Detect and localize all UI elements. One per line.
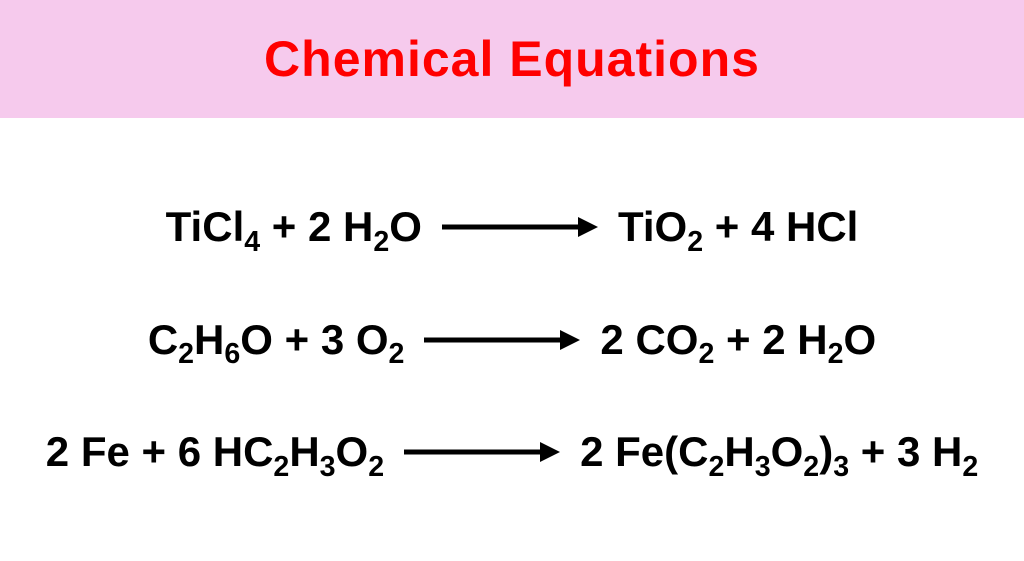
element: Cl (202, 203, 244, 251)
coefficient: 4 (751, 203, 786, 251)
equation-row: C2H6O + 3 O22 CO2 + 2 H2O (0, 316, 1024, 364)
element: H (289, 428, 319, 476)
equation-rhs: 2 Fe(C2H3O2)3 + 3 H2 (580, 428, 978, 476)
reaction-arrow-icon (422, 326, 582, 354)
compound: TiO2 (618, 203, 703, 251)
equation-lhs: TiCl4 + 2 H2O (166, 203, 422, 251)
compound: 2 Fe(C2H3O2)3 (580, 428, 849, 476)
compound: 2 H2O (308, 203, 422, 251)
element: O (356, 316, 389, 364)
element: H (932, 428, 962, 476)
plus-sign: + (849, 428, 897, 475)
element: O (771, 428, 804, 476)
element: ) (819, 428, 833, 476)
element: H (343, 203, 373, 251)
equations-area: TiCl4 + 2 H2OTiO2 + 4 HClC2H6O + 3 O22 C… (0, 118, 1024, 561)
subscript: 2 (828, 338, 844, 371)
compound: 3 H2 (897, 428, 978, 476)
subscript: 4 (244, 226, 260, 259)
plus-sign: + (703, 203, 751, 250)
element: O (655, 203, 688, 251)
reaction-arrow-icon (440, 213, 600, 241)
compound: 4 HCl (751, 203, 858, 251)
element: C (243, 428, 273, 476)
element: H (724, 428, 754, 476)
element: H (213, 428, 243, 476)
element: O (240, 316, 273, 364)
equation-row: TiCl4 + 2 H2OTiO2 + 4 HCl (0, 203, 1024, 251)
subscript: 2 (389, 338, 405, 371)
compound: 6 HC2H3O2 (178, 428, 384, 476)
element: H (797, 316, 827, 364)
subscript: 2 (687, 226, 703, 259)
element: H (194, 316, 224, 364)
element: O (844, 316, 877, 364)
coefficient: 2 (308, 203, 343, 251)
coefficient: 3 (321, 316, 356, 364)
subscript: 2 (698, 338, 714, 371)
subscript: 2 (373, 226, 389, 259)
plus-sign: + (130, 428, 178, 475)
subscript: 3 (833, 451, 849, 484)
plus-sign: + (273, 316, 321, 363)
coefficient: 2 (600, 316, 635, 364)
equation-row: 2 Fe + 6 HC2H3O22 Fe(C2H3O2)3 + 3 H2 (0, 428, 1024, 476)
element: C (678, 428, 708, 476)
element: C (635, 316, 665, 364)
compound: C2H6O (148, 316, 273, 364)
subscript: 2 (368, 451, 384, 484)
coefficient: 2 (762, 316, 797, 364)
coefficient: 2 (46, 428, 81, 476)
subscript: 6 (224, 338, 240, 371)
element: O (389, 203, 422, 251)
subscript: 2 (962, 451, 978, 484)
element: Fe (615, 428, 664, 476)
compound: 2 H2O (762, 316, 876, 364)
coefficient: 6 (178, 428, 213, 476)
element: Ti (618, 203, 655, 251)
compound: 2 CO2 (600, 316, 714, 364)
reaction-arrow-icon (402, 438, 562, 466)
plus-sign: + (260, 203, 308, 250)
subscript: 2 (803, 451, 819, 484)
subscript: 2 (709, 451, 725, 484)
compound: 2 Fe (46, 428, 130, 476)
subscript: 3 (320, 451, 336, 484)
element: ( (664, 428, 678, 476)
plus-sign: + (714, 316, 762, 363)
element: C (148, 316, 178, 364)
subscript: 2 (273, 451, 289, 484)
compound: 3 O2 (321, 316, 405, 364)
coefficient: 3 (897, 428, 932, 476)
compound: TiCl4 (166, 203, 260, 251)
equation-lhs: C2H6O + 3 O2 (148, 316, 405, 364)
subscript: 3 (755, 451, 771, 484)
element: Cl (816, 203, 858, 251)
equation-lhs: 2 Fe + 6 HC2H3O2 (46, 428, 384, 476)
equation-rhs: 2 CO2 + 2 H2O (600, 316, 876, 364)
element: H (786, 203, 816, 251)
element: Fe (81, 428, 130, 476)
subscript: 2 (178, 338, 194, 371)
element: Ti (166, 203, 203, 251)
title-banner: Chemical Equations (0, 0, 1024, 118)
coefficient: 2 (580, 428, 615, 476)
element: O (666, 316, 699, 364)
equation-rhs: TiO2 + 4 HCl (618, 203, 858, 251)
page-title: Chemical Equations (264, 30, 760, 88)
element: O (336, 428, 369, 476)
